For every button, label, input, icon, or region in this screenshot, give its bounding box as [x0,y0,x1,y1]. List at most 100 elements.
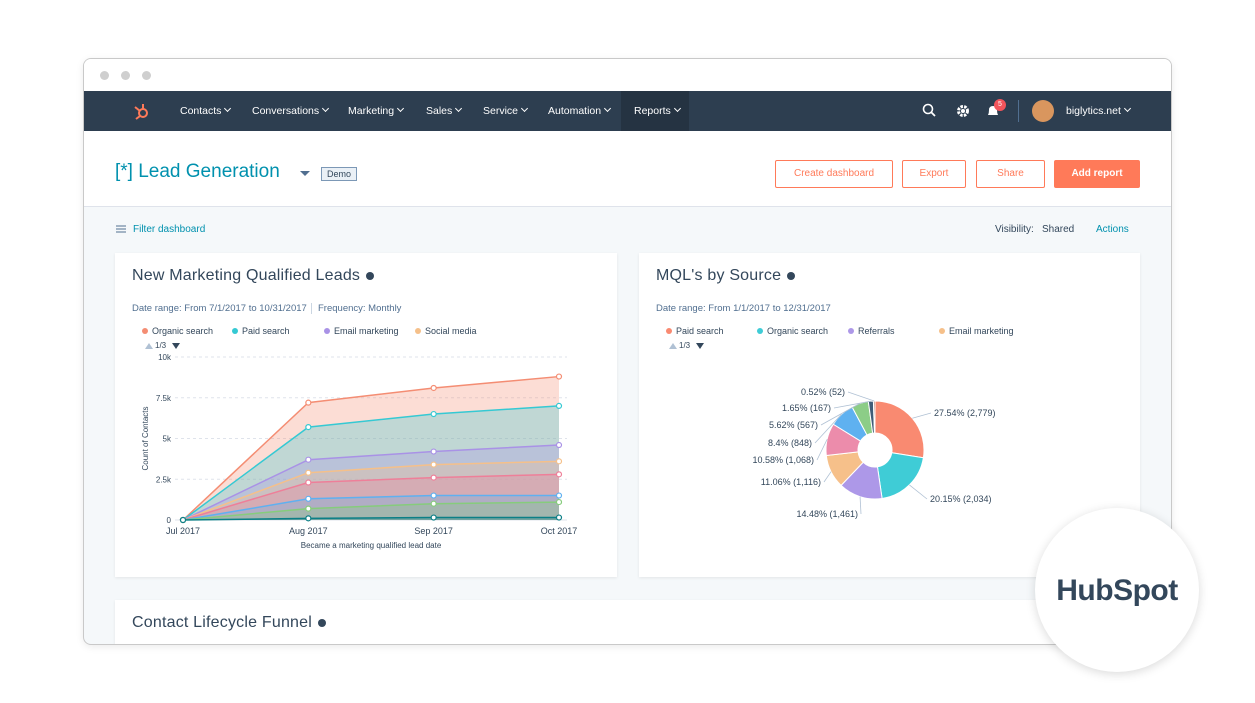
legend-label[interactable]: Organic search [767,326,828,336]
legend-label[interactable]: Organic search [152,326,213,336]
divider [1018,100,1019,122]
logo [134,104,148,120]
data-point[interactable] [305,423,312,431]
brand-badge: HubSpot [1035,508,1199,672]
pager-down[interactable] [172,343,180,349]
legend-label[interactable]: Social media [425,326,477,336]
data-label: 8.4% (848) [768,438,812,448]
pager-down[interactable] [696,343,704,349]
leader-line [859,496,862,515]
legend-swatch [666,328,672,334]
title-caret[interactable] [300,171,310,176]
data-point[interactable] [555,402,563,409]
data-point[interactable] [179,516,187,524]
data-label: 1.65% (167) [782,403,831,413]
legend-swatch [848,328,854,334]
legend-label[interactable]: Email marketing [949,326,1014,336]
legend-swatch [415,328,421,334]
avatar[interactable] [1032,100,1054,122]
create-dashboard-button[interactable]: Create dashboard [775,160,893,188]
add-report-button[interactable]: Add report [1054,160,1140,188]
dashboard-title[interactable]: [*] Lead Generation [115,161,280,182]
data-point[interactable] [555,514,563,521]
data-point[interactable] [305,456,312,463]
nav-item[interactable]: Service [483,91,527,131]
browser-window: Contacts Conversations Marketing Sales Servi… [83,58,1172,645]
leader-line [847,391,875,402]
data-point[interactable] [305,495,312,502]
nav-item[interactable]: Sales [426,91,461,131]
account-menu[interactable]: biglytics.net [1066,91,1130,131]
date-range: Date range: From 1/1/2017 to 12/31/2017 [656,303,831,314]
legend-label[interactable]: Paid search [676,326,724,336]
data-label: 27.54% (2,779) [934,408,996,418]
leader-line [833,400,871,409]
notification-count: 5 [994,99,1006,111]
info-icon[interactable] [318,619,327,627]
y-tick-label: 5k [163,435,172,444]
legend-label[interactable]: Referrals [858,326,895,336]
legend-label[interactable]: Email marketing [334,326,399,336]
search-icon[interactable] [922,103,938,119]
nav-item[interactable]: Reports [634,91,680,131]
card-title-text: MQL's by Source [656,267,782,284]
data-point[interactable] [430,384,437,392]
leader-line [912,412,932,419]
nav-item[interactable]: Contacts [180,91,230,131]
info-icon[interactable] [787,272,796,280]
visibility: Shared [1042,224,1075,235]
data-point[interactable] [305,515,312,522]
data-point[interactable] [430,410,437,418]
info-icon[interactable] [366,272,375,280]
x-axis-label: Became a marketing qualified lead date [301,541,442,550]
visibility-label: Visibility: [995,224,1034,235]
leader-line [820,403,861,426]
export-button[interactable]: Export [902,160,966,188]
data-point[interactable] [555,373,563,380]
window-dot [121,71,130,80]
data-point[interactable] [555,498,563,506]
data-point[interactable] [430,492,437,499]
data-point[interactable] [430,514,437,521]
data-point[interactable] [430,448,437,455]
nav-item[interactable]: Marketing [348,91,403,131]
filter-icon[interactable] [116,224,126,234]
card-title: MQL's by Source [656,267,796,285]
leader-line [823,471,832,483]
share-button[interactable]: Share [976,160,1045,188]
actions-menu[interactable]: Actions [1096,224,1129,235]
legend-label[interactable]: Paid search [242,326,290,336]
data-point[interactable] [555,458,563,465]
data-point[interactable] [430,461,437,468]
x-tick-label: Aug 2017 [289,526,328,536]
pie-slice[interactable] [874,400,925,459]
card-title-text: New Marketing Qualified Leads [132,267,361,284]
data-point[interactable] [305,505,312,512]
data-point[interactable] [305,399,312,406]
pager-up[interactable] [145,343,153,349]
nav-item[interactable]: Automation [548,91,610,131]
browser-chrome [84,59,1171,91]
data-point[interactable] [430,474,437,481]
data-point[interactable] [555,492,563,499]
pie-slice[interactable] [876,452,924,500]
data-point[interactable] [305,469,312,476]
data-point[interactable] [430,500,437,507]
data-point[interactable] [305,479,312,486]
frequency: Frequency: Monthly [311,303,401,314]
dashboard-header: [*] Lead Generation Demo Create dashboar… [84,131,1171,207]
leader-line [816,439,828,461]
nav-item[interactable]: Conversations [252,91,328,131]
series-line [182,444,560,521]
leader-line [909,484,928,500]
card-title: Contact Lifecycle Funnel [132,614,327,632]
pie-chart: Paid search Organic search Referrals Email … [666,326,1014,519]
leads-card: New Marketing Qualified Leads Date range… [115,253,617,577]
data-point[interactable] [555,441,563,449]
data-point[interactable] [555,471,563,478]
filter-dashboard[interactable]: Filter dashboard [133,224,206,235]
pager-up[interactable] [669,343,677,349]
settings-icon[interactable] [955,103,971,119]
series-line [182,375,560,521]
area-fill [183,461,559,520]
